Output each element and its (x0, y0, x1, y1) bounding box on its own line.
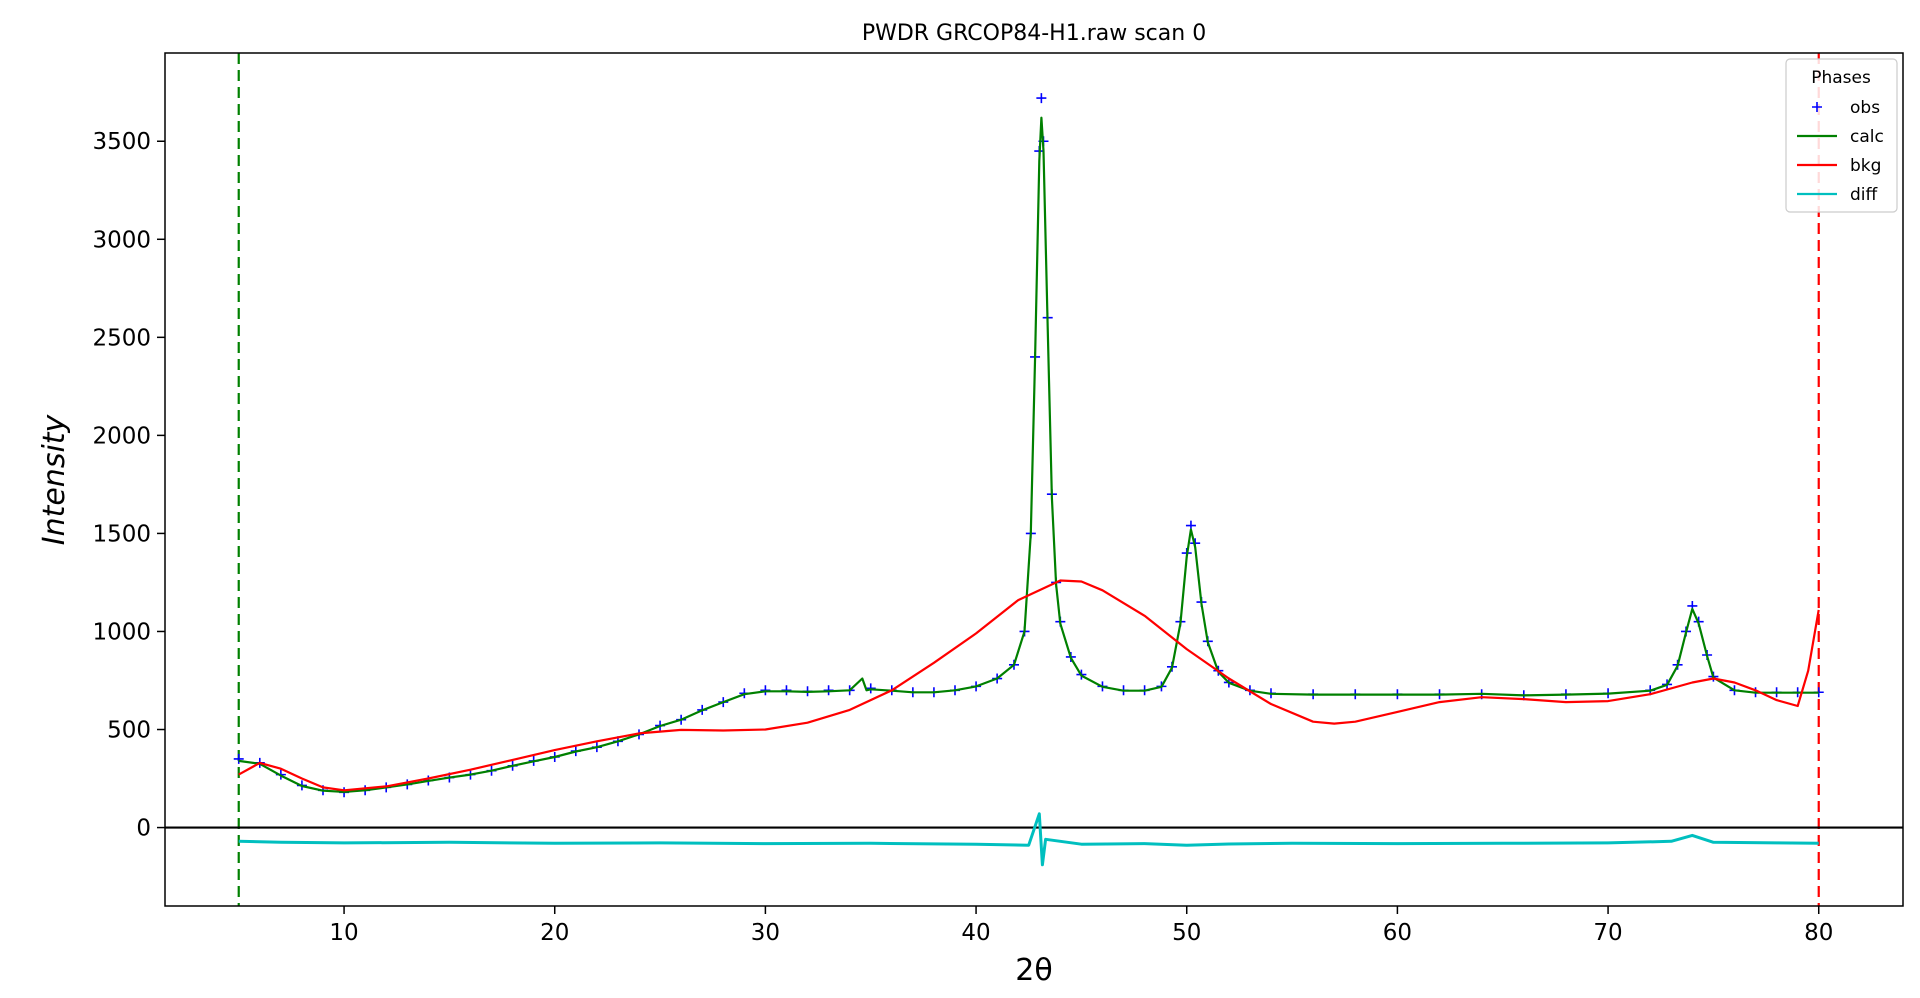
calc-line (238, 116, 1819, 793)
y-tick-label: 3000 (92, 227, 151, 253)
plot-frame (164, 52, 1904, 907)
y-axis: 0 500 1000 1500 2000 2500 3000 3500 (92, 129, 165, 842)
legend-label: calc (1850, 127, 1884, 147)
legend-label: diff (1850, 185, 1879, 205)
x-tick-label: 30 (751, 920, 780, 946)
obs-point (233, 753, 244, 764)
series-diff (238, 812, 1819, 867)
y-tick-label: 3500 (92, 129, 151, 155)
y-tick-label: 2000 (92, 423, 151, 449)
x-tick-label: 40 (961, 920, 990, 946)
legend-entry-calc: calc (1797, 127, 1884, 147)
series-obs (233, 93, 1824, 798)
y-tick-label: 1500 (92, 521, 151, 547)
y-axis-label: Intensity (37, 413, 72, 545)
x-tick-label: 50 (1172, 920, 1201, 946)
diff-line (238, 812, 1819, 867)
x-tick-label: 10 (329, 920, 358, 946)
x-axis: 10 20 30 40 50 60 70 80 (329, 906, 1833, 946)
y-tick-label: 2500 (92, 325, 151, 351)
legend-label: bkg (1850, 156, 1881, 176)
legend-marker (1812, 102, 1822, 112)
legend-entry-diff: diff (1797, 185, 1879, 205)
legend-entry-obs: obs (1812, 98, 1880, 118)
bkg-line (238, 579, 1820, 792)
x-tick-label: 20 (540, 920, 569, 946)
series-calc (238, 116, 1819, 793)
legend: Phases obs calc bkg diff (1785, 58, 1898, 213)
legend-title: Phases (1811, 68, 1871, 88)
x-tick-label: 60 (1383, 920, 1412, 946)
x-tick-label: 70 (1593, 920, 1622, 946)
x-tick-label: 80 (1804, 920, 1833, 946)
chart-title: PWDR GRCOP84-H1.raw scan 0 (862, 21, 1206, 46)
y-tick-label: 1000 (92, 619, 151, 645)
legend-entry-bkg: bkg (1797, 156, 1881, 176)
plot-area (165, 53, 1903, 906)
legend-box (1785, 58, 1898, 213)
y-tick-label: 0 (136, 816, 151, 842)
obs-point (1036, 93, 1047, 104)
series-bkg (238, 579, 1820, 792)
x-axis-label: 2θ (1015, 953, 1052, 988)
y-tick-label: 500 (107, 718, 151, 744)
legend-label: obs (1850, 98, 1880, 118)
